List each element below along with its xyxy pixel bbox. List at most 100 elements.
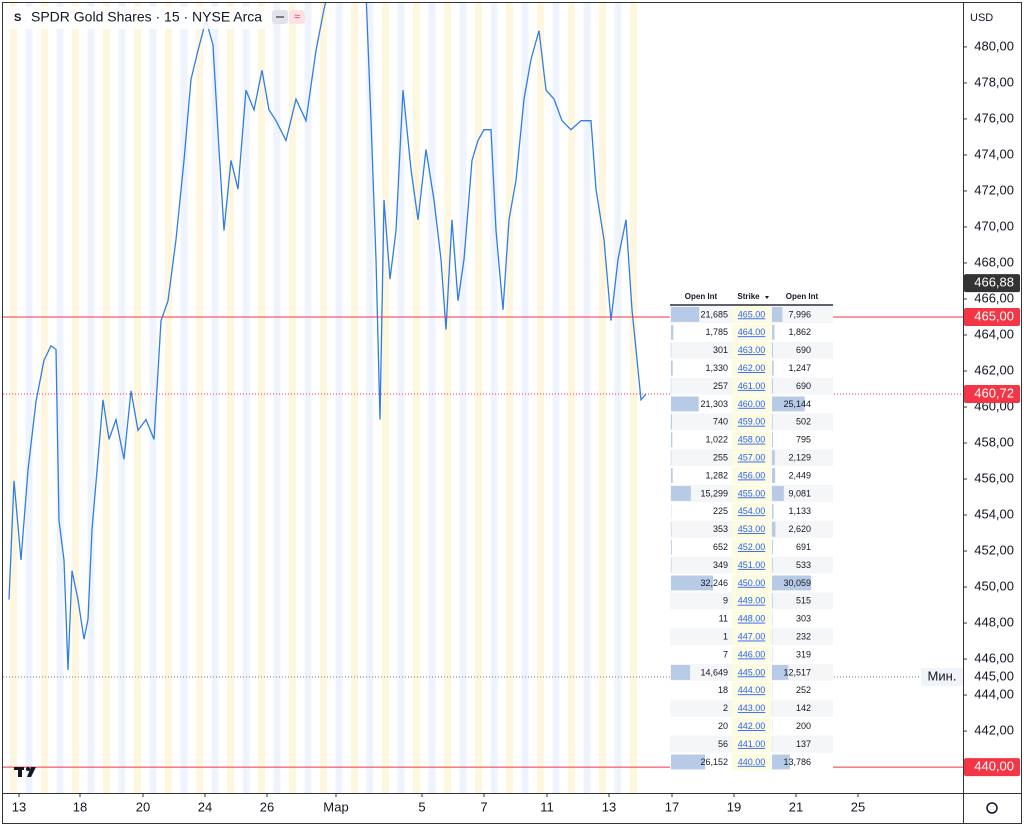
session-stripe — [10, 3, 17, 793]
oi-call: 21,303 — [700, 399, 728, 409]
price-label-bg — [964, 668, 1020, 687]
y-tick-label: 454,00 — [974, 506, 1014, 521]
session-stripe — [382, 3, 389, 793]
strike[interactable]: 442.00 — [738, 721, 766, 731]
oi-bar — [671, 665, 691, 680]
oi-put: 533 — [796, 560, 811, 570]
oi-put: 319 — [796, 649, 811, 659]
oi-call: 1,022 — [705, 435, 728, 445]
oi-call: 257 — [713, 381, 728, 391]
strike[interactable]: 446.00 — [738, 649, 766, 659]
strike[interactable]: 451.00 — [738, 560, 766, 570]
table-header: Open Int — [685, 292, 718, 301]
session-stripe — [304, 3, 312, 793]
session-stripe — [537, 3, 544, 793]
strike[interactable]: 460.00 — [738, 399, 766, 409]
price-line — [8, 3, 647, 670]
strike[interactable]: 462.00 — [738, 363, 766, 373]
strike[interactable]: 456.00 — [738, 470, 766, 480]
strike[interactable]: 450.00 — [738, 578, 766, 588]
strike[interactable]: 454.00 — [738, 506, 766, 516]
price-tag: Мин. — [928, 668, 957, 683]
session-stripes — [10, 3, 637, 793]
price-label: 466,88 — [974, 275, 1014, 290]
oi-bar — [671, 396, 699, 412]
y-tick-label: 476,00 — [974, 110, 1014, 125]
strike[interactable]: 445.00 — [738, 667, 766, 677]
oi-bar — [772, 754, 790, 770]
sort-arrow — [765, 296, 769, 299]
session-stripe — [56, 3, 64, 793]
oi-bar — [671, 432, 673, 448]
oi-put: 142 — [796, 703, 811, 713]
oi-call: 255 — [713, 453, 728, 463]
oi-call: 7 — [723, 649, 728, 659]
oi-bar — [772, 593, 773, 609]
strike-bg — [732, 556, 771, 574]
strike[interactable]: 459.00 — [738, 417, 766, 427]
oi-call: 349 — [713, 560, 728, 570]
strike-bg — [732, 306, 771, 323]
session-stripe — [134, 3, 141, 793]
oi-put: 9,081 — [788, 488, 811, 498]
oi-put: 252 — [796, 685, 811, 695]
oi-put: 795 — [796, 435, 811, 445]
oi-put: 303 — [796, 614, 811, 624]
price-tag-bg — [921, 668, 963, 687]
oi-call: 1,282 — [705, 470, 728, 480]
oi-put: 1,133 — [788, 506, 811, 516]
session-stripe — [351, 3, 358, 793]
strike[interactable]: 449.00 — [738, 596, 766, 606]
oi-bar — [671, 486, 691, 501]
oi-bar — [772, 307, 783, 322]
session-stripe — [320, 3, 327, 793]
strike-bg — [732, 735, 771, 753]
oi-call: 1,330 — [705, 363, 728, 373]
strike[interactable]: 464.00 — [738, 327, 766, 337]
strike[interactable]: 444.00 — [738, 685, 766, 695]
price-label: 460,72 — [974, 385, 1014, 400]
strike-bg — [732, 538, 771, 556]
oi-bar — [772, 450, 775, 466]
oi-call: 15,299 — [700, 488, 728, 498]
y-tick-label: 458,00 — [974, 434, 1014, 449]
strike[interactable]: 447.00 — [738, 632, 766, 642]
strike-bg — [732, 753, 771, 771]
session-stripe — [211, 3, 219, 793]
strike-bg — [732, 467, 771, 484]
x-tick-label: Мар — [323, 799, 348, 814]
oi-put: 515 — [796, 596, 811, 606]
strike[interactable]: 443.00 — [738, 703, 766, 713]
strike[interactable]: 455.00 — [738, 488, 766, 498]
oi-bar — [772, 378, 773, 394]
currency[interactable]: USD — [970, 12, 993, 24]
session-stripe — [490, 3, 498, 793]
oi-put: 200 — [796, 721, 811, 731]
strike[interactable]: 452.00 — [738, 542, 766, 552]
table-header: Strike — [737, 292, 760, 301]
strike-bg — [732, 502, 771, 520]
strike[interactable]: 465.00 — [738, 309, 766, 319]
oi-bar — [671, 575, 713, 591]
strike[interactable]: 441.00 — [738, 739, 766, 749]
status-badge — [289, 10, 305, 24]
strike[interactable]: 461.00 — [738, 381, 766, 391]
oi-call: 21,685 — [700, 309, 728, 319]
strike[interactable]: 458.00 — [738, 435, 766, 445]
oi-bar — [772, 503, 774, 519]
strike[interactable]: 448.00 — [738, 614, 766, 624]
strike[interactable]: 440.00 — [738, 757, 766, 767]
session-stripe — [165, 3, 172, 793]
oi-put: 2,129 — [788, 453, 811, 463]
strike[interactable]: 453.00 — [738, 524, 766, 534]
y-tick-label: 468,00 — [974, 254, 1014, 269]
oi-call: 652 — [713, 542, 728, 552]
strike-bg — [732, 646, 771, 663]
strike[interactable]: 463.00 — [738, 345, 766, 355]
oi-call: 56 — [718, 739, 728, 749]
settings-icon[interactable] — [986, 802, 998, 814]
session-stripe — [413, 3, 420, 793]
oi-call: 353 — [713, 524, 728, 534]
y-tick-label: 462,00 — [974, 362, 1014, 377]
strike[interactable]: 457.00 — [738, 453, 766, 463]
